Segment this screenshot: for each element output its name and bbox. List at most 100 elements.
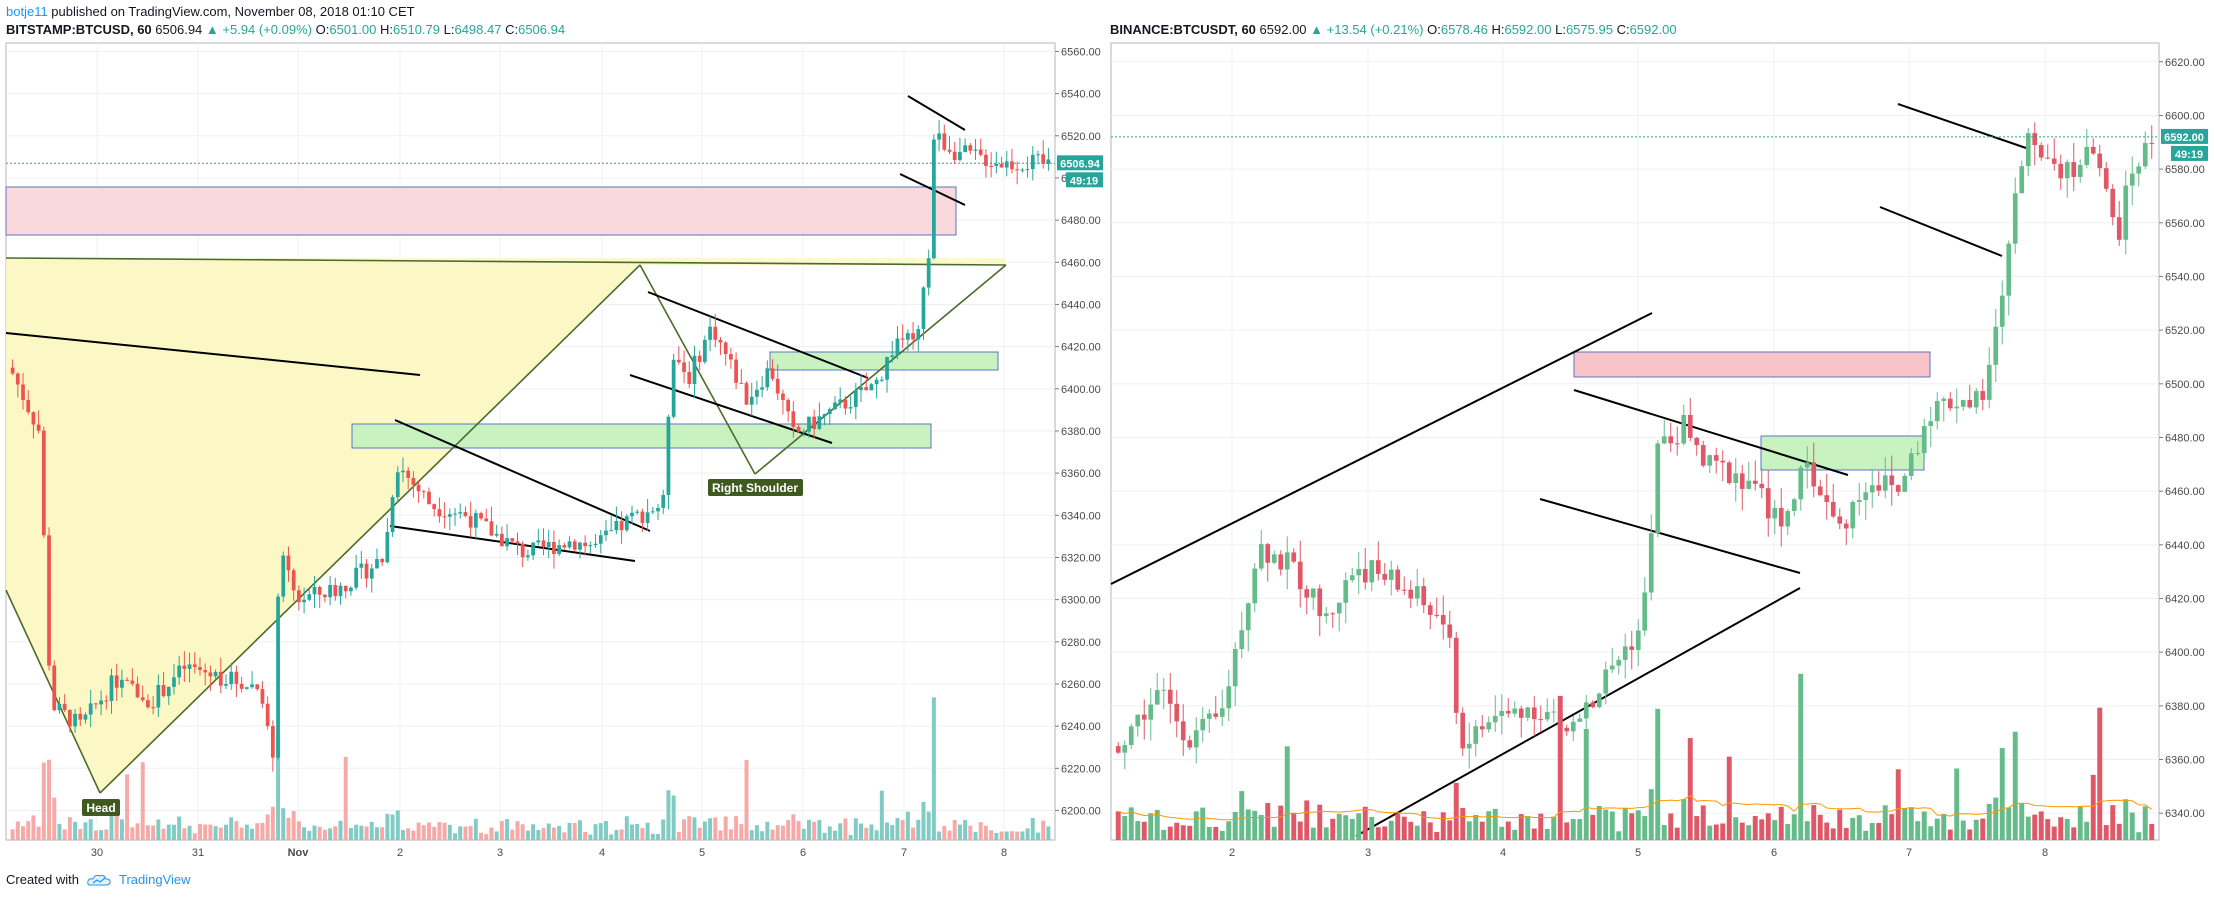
candle-body	[1265, 544, 1271, 563]
left-chart[interactable]: Head Right Shoulder 6200.00 6220.00 6240.0…	[0, 0, 1108, 860]
author-link[interactable]: botje11	[6, 4, 48, 19]
candle-body	[1785, 511, 1791, 527]
candle-body	[208, 672, 213, 677]
volume-bar	[224, 824, 228, 840]
volume-bar	[177, 816, 182, 840]
price-tick-label: 6340.00	[1061, 510, 1101, 522]
volume-bar	[848, 834, 853, 840]
volume-bar	[1115, 811, 1121, 840]
volume-bar	[603, 821, 608, 840]
left-symbol[interactable]: BITSTAMP:BTCUSD, 60	[6, 22, 152, 37]
candle-body	[489, 521, 494, 536]
volume-bar	[879, 790, 884, 840]
volume-bar	[47, 759, 52, 840]
candle-body	[578, 542, 582, 550]
price-tick-label: 6520.00	[1061, 131, 1101, 143]
candle-body	[1046, 159, 1051, 164]
left-time-axis[interactable]: 30 31 Nov 2 3 4 5 6 7 8	[91, 847, 1007, 859]
candle-body	[1551, 711, 1557, 713]
candle-body	[879, 379, 884, 381]
candle-body	[1512, 708, 1518, 714]
volume-bar	[1473, 814, 1479, 840]
volume-bar	[281, 808, 286, 840]
candle-body	[1206, 713, 1212, 719]
left-annotation-right-shoulder: Right Shoulder	[708, 479, 803, 496]
volume-bar	[1382, 826, 1388, 840]
volume-bar	[119, 819, 124, 840]
candle-body	[1395, 569, 1401, 590]
candle-body	[552, 541, 556, 555]
left-flag-top	[647, 291, 869, 379]
left-price-axis[interactable]: 6200.00 6220.00 6240.00 6260.00 6280.00 6300.…	[1055, 46, 1101, 817]
volume-bar	[1960, 820, 1966, 840]
volume-bar	[1889, 814, 1895, 840]
volume-bar	[1167, 826, 1173, 840]
volume-bar	[1258, 814, 1264, 840]
price-tick-label: 6280.00	[1061, 637, 1101, 649]
volume-bar	[1395, 813, 1401, 840]
candle-body	[562, 545, 567, 548]
candle-body	[2077, 164, 2083, 177]
tradingview-brand-link[interactable]: TradingView	[118, 872, 191, 887]
volume-bar	[161, 828, 166, 840]
right-resistance-zone	[1573, 351, 1931, 378]
volume-bar	[1596, 805, 1602, 840]
volume-bar	[1876, 822, 1882, 840]
candle-body	[1291, 552, 1297, 562]
time-tick-label: Nov	[288, 847, 310, 859]
right-time-axis[interactable]: 2 3 4 5 6 7 8	[1229, 847, 2048, 859]
right-price-axis[interactable]: 6340.00 6360.00 6380.00 6400.00 6420.00 6440.…	[2159, 57, 2205, 820]
candle-body	[1479, 726, 1485, 730]
volume-bar	[479, 832, 484, 840]
volume-bar	[1226, 821, 1232, 840]
volume-bar	[1193, 811, 1199, 840]
right-h-value: 6592.00	[1504, 22, 1552, 37]
candle-body	[1850, 501, 1856, 529]
candle-body	[1440, 615, 1446, 625]
volume-bar	[1349, 818, 1355, 840]
candle-body	[255, 684, 260, 690]
candle-body	[1674, 443, 1680, 445]
candle-body	[1733, 473, 1739, 484]
volume-bar	[2032, 814, 2038, 840]
candle-body	[1310, 588, 1316, 598]
candle-body	[1193, 730, 1199, 748]
candle-body	[1960, 400, 1966, 407]
volume-bar	[947, 830, 952, 840]
volume-bar	[1219, 830, 1225, 840]
volume-bar	[1128, 807, 1134, 840]
candle-body	[702, 339, 707, 362]
volume-bar	[1707, 825, 1713, 840]
right-price-tag-box	[2161, 128, 2208, 144]
price-tick-label: 6440.00	[1061, 299, 1101, 311]
volume-bar	[1135, 821, 1141, 840]
candle-body	[1642, 592, 1648, 631]
volume-bar	[218, 827, 223, 840]
candle-body	[1219, 708, 1225, 717]
right-top-flag-bottom	[1879, 206, 2003, 257]
candle-body	[598, 535, 603, 544]
candle-body	[401, 470, 405, 473]
volume-bar	[1252, 810, 1258, 840]
right-h-label: H:	[1491, 22, 1505, 37]
volume-bar	[192, 833, 197, 840]
candle-body	[2032, 133, 2038, 146]
volume-bar	[1271, 826, 1277, 840]
right-chart[interactable]: 6340.00 6360.00 6380.00 6400.00 6420.00 6440.…	[1108, 0, 2214, 860]
candle-body	[198, 667, 202, 670]
candle-body	[349, 587, 353, 592]
volume-bar	[2123, 799, 2129, 840]
candle-body	[853, 390, 858, 408]
price-tick-label: 6440.00	[2165, 540, 2205, 552]
candle-body	[1128, 726, 1134, 746]
candle-body	[531, 542, 535, 556]
volume-bar	[890, 825, 895, 840]
candle-body	[343, 585, 348, 592]
candle-body	[921, 287, 926, 330]
right-symbol[interactable]: BINANCE:BTCUSDT, 60	[1110, 22, 1256, 37]
left-c-value: 6506.94	[518, 22, 566, 37]
volume-bar	[1122, 816, 1128, 840]
volume-bar	[765, 821, 770, 840]
candle-body	[307, 594, 312, 600]
volume-bar	[723, 816, 728, 840]
